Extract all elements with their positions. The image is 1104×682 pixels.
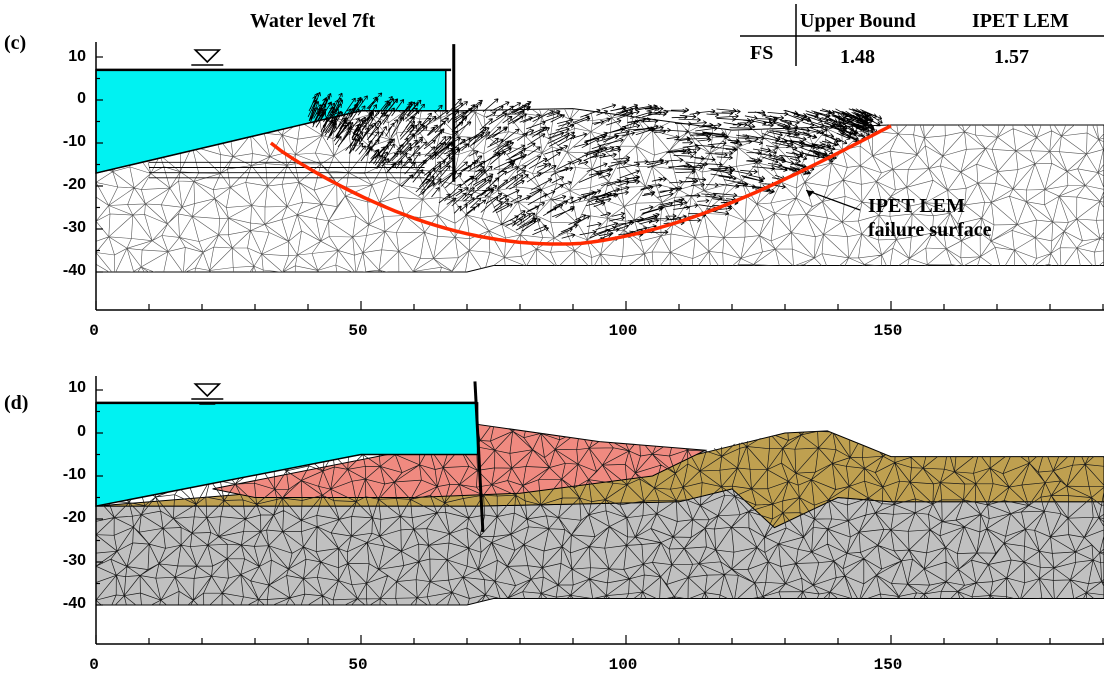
- fs-value-upper-bound: 1.48: [840, 46, 875, 68]
- annotation-line-2: failure surface: [868, 219, 992, 241]
- annotation-leader: [805, 189, 861, 211]
- y-tick-c: -20: [62, 176, 86, 193]
- x-tick-c: 50: [348, 322, 368, 340]
- sheet-pile: [473, 381, 485, 532]
- fs-table: Upper Bound IPET LEM FS 1.48 1.57: [740, 4, 1104, 68]
- x-tick-c: 150: [873, 322, 903, 340]
- annotation-line-1: IPET LEM: [868, 195, 965, 217]
- panel-c-label: (c): [4, 32, 27, 54]
- panel-d-label: (d): [4, 392, 29, 414]
- panel-d-plot: [95, 381, 1104, 606]
- y-tick-d: 10: [68, 379, 86, 396]
- y-tick-c: -10: [62, 133, 86, 150]
- x-tick-d: 0: [89, 656, 99, 674]
- fs-row-label: FS: [750, 42, 774, 64]
- water-table-symbol: [193, 383, 222, 398]
- y-tick-d: -30: [62, 552, 86, 569]
- failure-surface-arc: [269, 124, 892, 246]
- deformed-mesh: [96, 424, 1104, 605]
- x-tick-c: 100: [608, 322, 638, 340]
- x-tick-d: 150: [873, 656, 903, 674]
- annotation-arrowhead: [806, 190, 815, 198]
- failure-surface-annotation: IPET LEM failure surface: [868, 194, 992, 242]
- y-tick-c: 0: [77, 90, 86, 107]
- x-tick-d: 50: [348, 656, 368, 674]
- mesh-lines: [96, 424, 1104, 605]
- y-tick-c: -40: [62, 262, 86, 279]
- y-tick-d: -20: [62, 509, 86, 526]
- x-tick-d: 100: [608, 656, 638, 674]
- fs-value-ipet-lem: 1.57: [994, 46, 1029, 68]
- fs-col-header-ipet-lem: IPET LEM: [972, 10, 1069, 32]
- fs-col-header-upper-bound: Upper Bound: [800, 10, 916, 32]
- y-tick-d: -10: [62, 466, 86, 483]
- y-tick-c: 10: [68, 48, 86, 65]
- displacement-vectors: [149, 91, 883, 242]
- x-tick-c: 0: [89, 322, 99, 340]
- water-table-symbol: [193, 49, 222, 64]
- water-level-label: Water level 7ft: [250, 10, 376, 32]
- y-tick-d: 0: [77, 423, 86, 440]
- y-tick-d: -40: [62, 595, 86, 612]
- panel-c-plot: [95, 44, 1104, 273]
- y-tick-c: -30: [62, 219, 86, 236]
